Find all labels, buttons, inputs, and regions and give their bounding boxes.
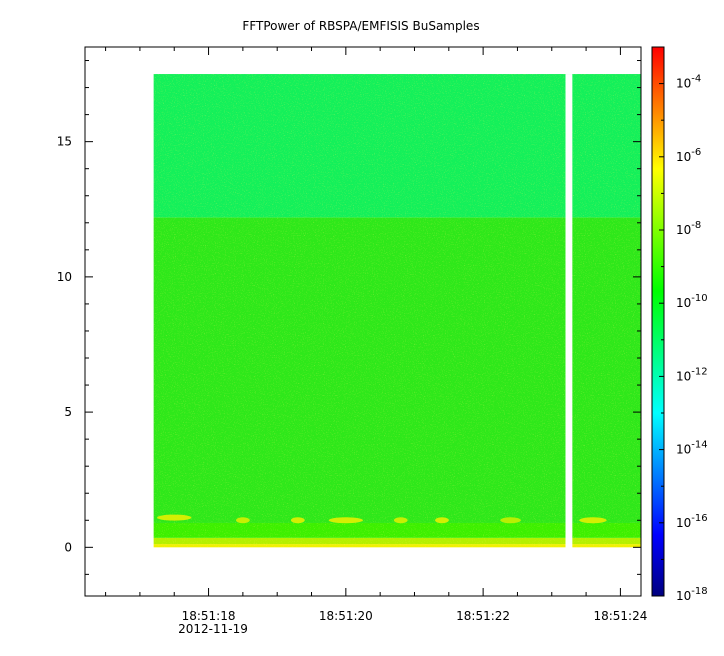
burst [328,517,363,524]
data-gap [565,74,573,549]
x-tick-label: 18:51:18 [182,609,236,623]
colorbar-tick-label: 10-18 [676,586,708,603]
noise-texture [153,74,641,548]
colorbar-ticks: 10-18 10-16 10-14 10-12 10-10 10-8 10-6 10-4 [659,74,708,603]
burst [393,517,408,524]
y-tick-label: 10 [57,270,72,284]
burst [157,514,192,521]
colorbar-tick-label: 10-16 [676,513,708,530]
burst [290,517,305,524]
bursts [157,514,607,524]
plot-area [84,46,642,597]
x-date-label: 2012-11-19 [178,622,248,636]
burst [579,517,607,524]
colorbar-tick-label: 10-10 [676,293,708,310]
colorbar-tick-label: 10-4 [676,74,701,91]
colorbar: 10-18 10-16 10-14 10-12 10-10 10-8 10-6 10-4 [651,46,708,603]
colorbar-tick-label: 10-14 [676,440,708,457]
x-tick-label: 18:51:24 [593,609,647,623]
x-axis: 18:51:18 18:51:20 18:51:22 18:51:24 [105,47,647,623]
y-axis: 0 5 10 15 [57,60,641,575]
y-tick-label: 15 [57,135,72,149]
colorbar-gradient [651,46,665,597]
colorbar-tick-label: 10-12 [676,366,708,383]
x-tick-label: 18:51:22 [456,609,510,623]
y-tick-label: 0 [64,540,72,554]
chart-title: FFTPower of RBSPA/EMFISIS BuSamples [242,19,479,33]
x-tick-label: 18:51:20 [319,609,373,623]
colorbar-tick-label: 10-8 [676,220,701,237]
burst [435,517,449,524]
y-tick-label: 5 [64,405,72,419]
burst [500,517,521,524]
colorbar-tick-label: 10-6 [676,147,701,164]
burst [236,517,250,524]
plot-frame [84,46,642,597]
